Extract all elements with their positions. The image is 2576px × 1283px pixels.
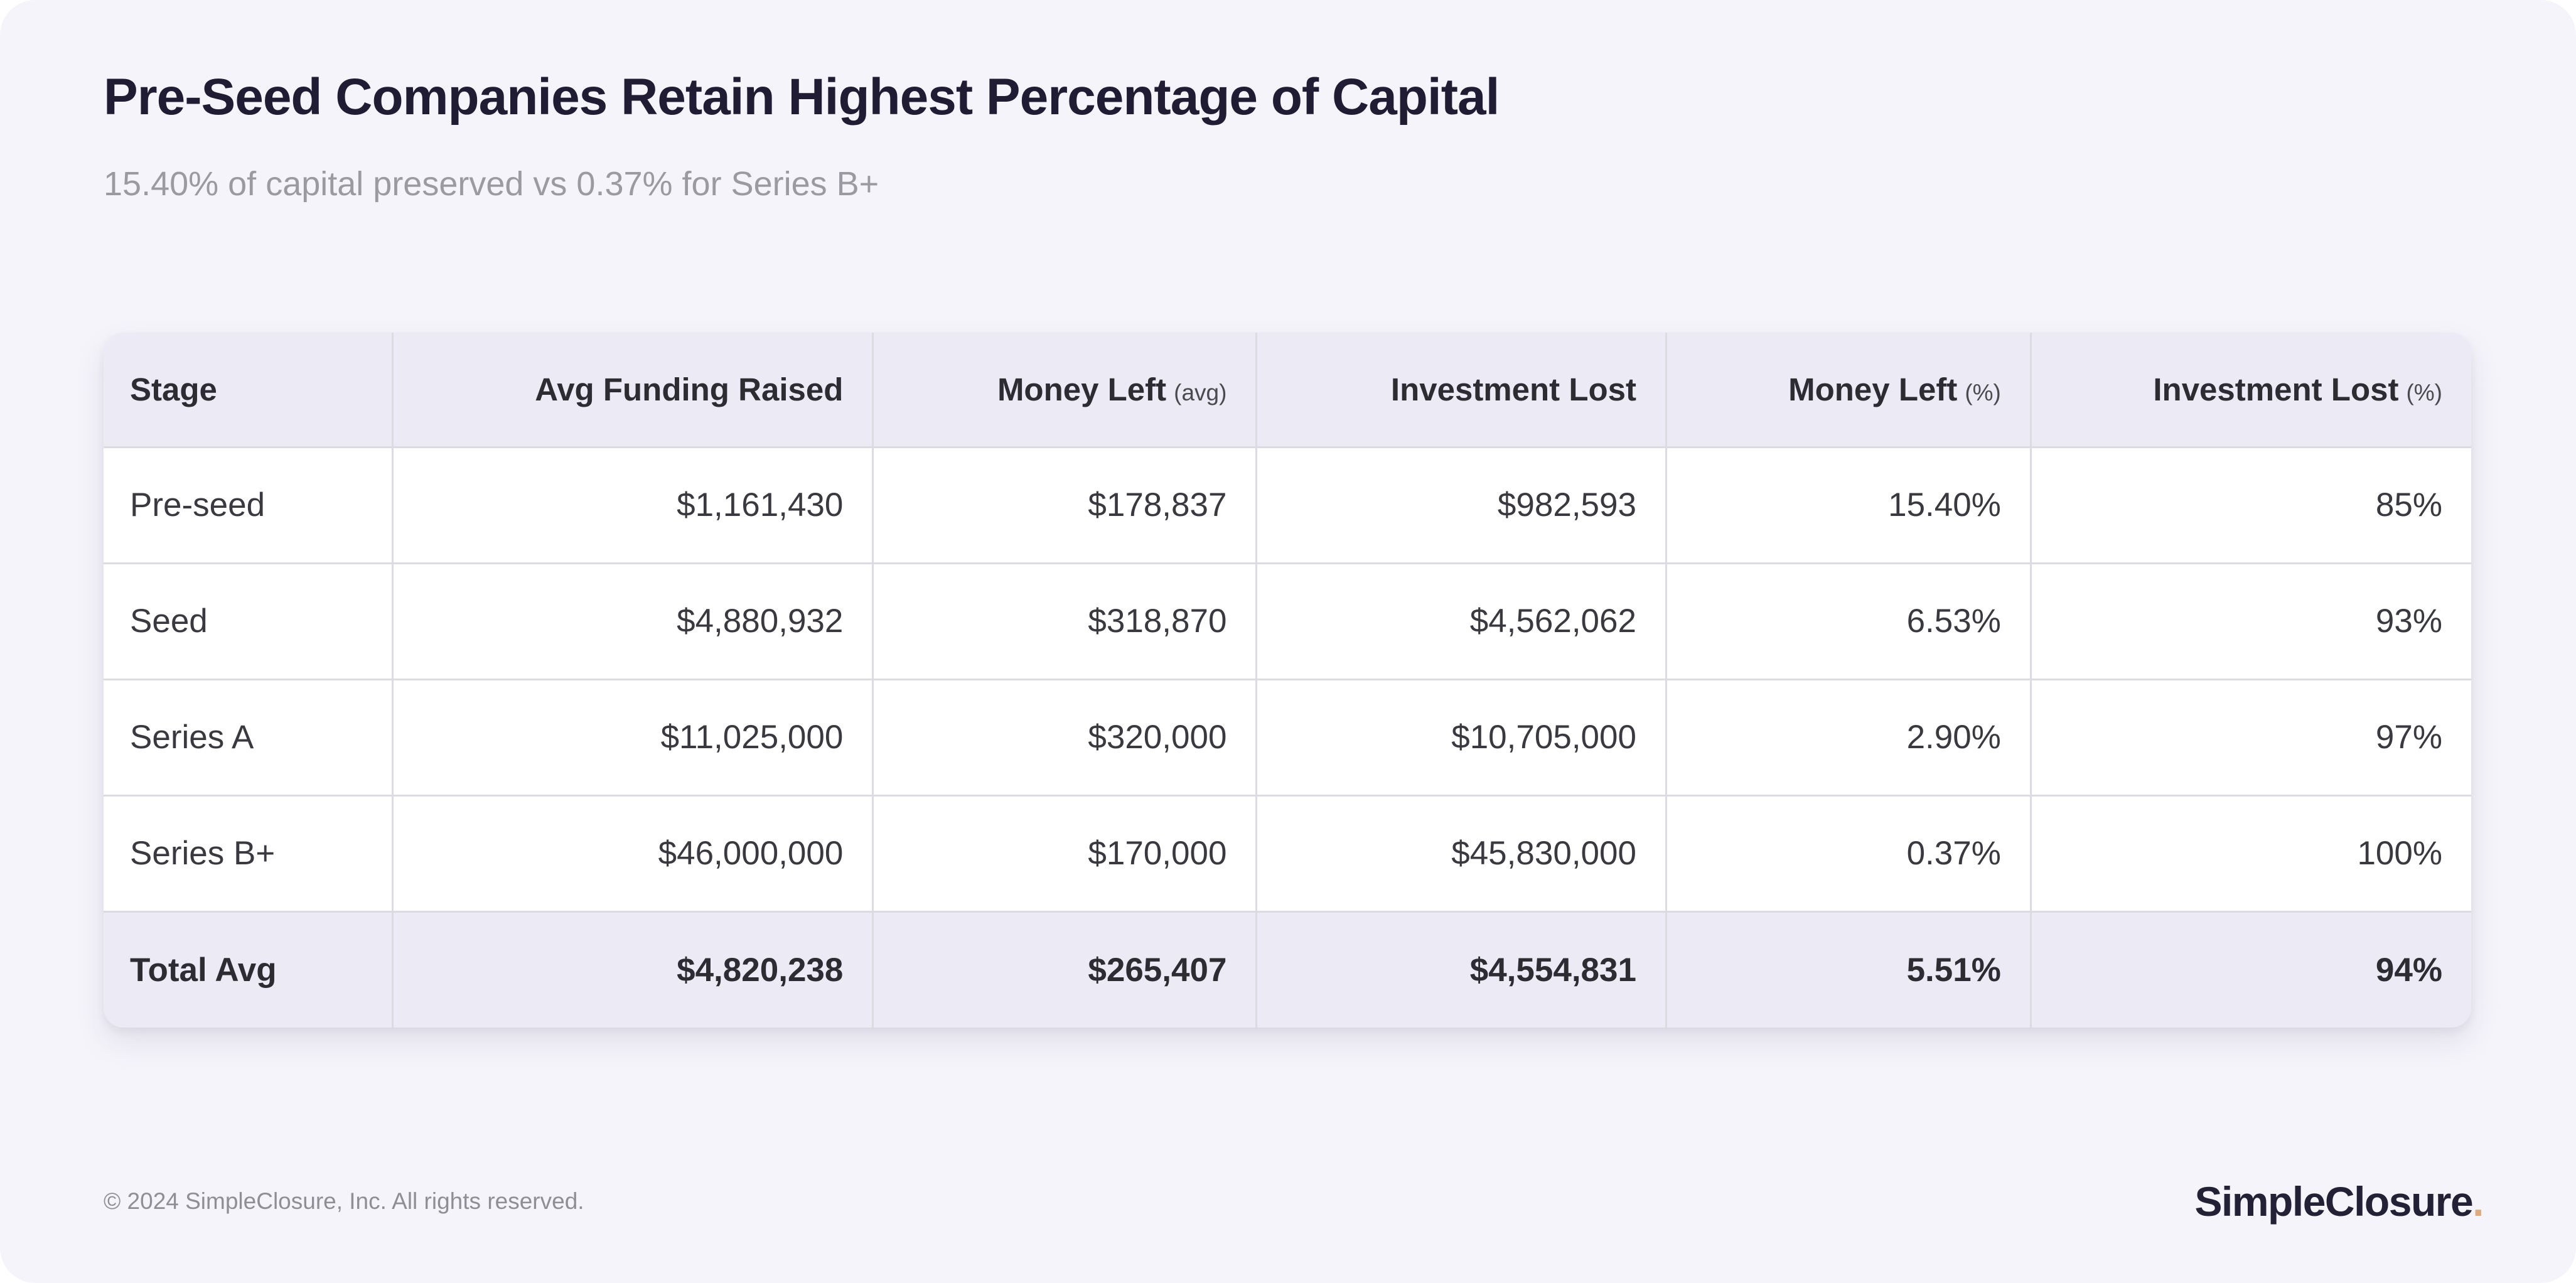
table-cell-stage: Series A bbox=[104, 678, 394, 797]
brand-logo-text: SimpleClosure bbox=[2194, 1178, 2474, 1225]
brand-logo-dot: . bbox=[2472, 1178, 2484, 1225]
column-header-label: Investment Lost bbox=[2153, 371, 2399, 407]
column-header-stage: Stage bbox=[104, 333, 394, 448]
table-cell-stage: Seed bbox=[104, 562, 394, 680]
column-header-money-left-avg: Money Left (avg) bbox=[872, 333, 1258, 448]
table-header-row: Stage Avg Funding Raised Money Left (avg)… bbox=[104, 333, 2471, 448]
table-cell-investment-lost: $982,593 bbox=[1255, 446, 1667, 564]
column-header-investment-lost: Investment Lost bbox=[1255, 333, 1667, 448]
table-cell-money-left: $320,000 bbox=[872, 678, 1258, 797]
table-cell-investment-lost-pct: 85% bbox=[2029, 446, 2471, 564]
table-cell-stage: Total Avg bbox=[104, 910, 394, 1028]
table-cell-money-left-pct: 6.53% bbox=[1665, 562, 2032, 680]
table-cell-avg-funding: $4,820,238 bbox=[391, 910, 874, 1028]
column-header-label: Investment Lost bbox=[1390, 371, 1636, 407]
column-header-suffix: (avg) bbox=[1174, 379, 1227, 405]
table-cell-stage: Series B+ bbox=[104, 794, 394, 913]
table-cell-avg-funding: $46,000,000 bbox=[391, 794, 874, 913]
table-cell-avg-funding: $4,880,932 bbox=[391, 562, 874, 680]
table-cell-investment-lost: $45,830,000 bbox=[1255, 794, 1667, 913]
table-row-series-b-plus: Series B+ $46,000,000 $170,000 $45,830,0… bbox=[104, 794, 2471, 913]
table-cell-investment-lost-pct: 97% bbox=[2029, 678, 2471, 797]
table-cell-avg-funding: $11,025,000 bbox=[391, 678, 874, 797]
column-header-label: Stage bbox=[130, 371, 217, 407]
column-header-label: Money Left bbox=[1788, 371, 1958, 407]
table-cell-investment-lost-pct: 94% bbox=[2029, 910, 2471, 1028]
table-cell-avg-funding: $1,161,430 bbox=[391, 446, 874, 564]
table-row-pre-seed: Pre-seed $1,161,430 $178,837 $982,593 15… bbox=[104, 446, 2471, 564]
table-cell-investment-lost: $4,554,831 bbox=[1255, 910, 1667, 1028]
capital-table-container: Stage Avg Funding Raised Money Left (avg)… bbox=[104, 333, 2471, 1028]
table-row-series-a: Series A $11,025,000 $320,000 $10,705,00… bbox=[104, 678, 2471, 797]
table-cell-stage: Pre-seed bbox=[104, 446, 394, 564]
column-header-investment-lost-pct: Investment Lost (%) bbox=[2029, 333, 2471, 448]
column-header-suffix: (%) bbox=[2406, 379, 2442, 405]
page-title: Pre-Seed Companies Retain Highest Percen… bbox=[104, 68, 1500, 126]
column-header-label: Avg Funding Raised bbox=[535, 371, 844, 407]
table-cell-money-left: $318,870 bbox=[872, 562, 1258, 680]
column-header-avg-funding-raised: Avg Funding Raised bbox=[391, 333, 874, 448]
table-cell-investment-lost: $10,705,000 bbox=[1255, 678, 1667, 797]
column-header-suffix: (%) bbox=[1965, 379, 2001, 405]
footer-copyright: © 2024 SimpleClosure, Inc. All rights re… bbox=[104, 1188, 584, 1214]
table-cell-investment-lost: $4,562,062 bbox=[1255, 562, 1667, 680]
table-cell-investment-lost-pct: 93% bbox=[2029, 562, 2471, 680]
table-cell-money-left-pct: 2.90% bbox=[1665, 678, 2032, 797]
capital-table: Stage Avg Funding Raised Money Left (avg)… bbox=[104, 333, 2471, 1028]
column-header-money-left-pct: Money Left (%) bbox=[1665, 333, 2032, 448]
table-cell-money-left-pct: 15.40% bbox=[1665, 446, 2032, 564]
table-cell-money-left-pct: 0.37% bbox=[1665, 794, 2032, 913]
table-total-row: Total Avg $4,820,238 $265,407 $4,554,831… bbox=[104, 910, 2471, 1028]
table-cell-investment-lost-pct: 100% bbox=[2029, 794, 2471, 913]
table-cell-money-left: $178,837 bbox=[872, 446, 1258, 564]
page-subtitle: 15.40% of capital preserved vs 0.37% for… bbox=[104, 165, 879, 203]
table-cell-money-left-pct: 5.51% bbox=[1665, 910, 2032, 1028]
table-row-seed: Seed $4,880,932 $318,870 $4,562,062 6.53… bbox=[104, 562, 2471, 680]
brand-logo: SimpleClosure. bbox=[2194, 1178, 2484, 1225]
column-header-label: Money Left bbox=[997, 371, 1167, 407]
table-cell-money-left: $265,407 bbox=[872, 910, 1258, 1028]
table-cell-money-left: $170,000 bbox=[872, 794, 1258, 913]
footer: © 2024 SimpleClosure, Inc. All rights re… bbox=[104, 1178, 2484, 1225]
